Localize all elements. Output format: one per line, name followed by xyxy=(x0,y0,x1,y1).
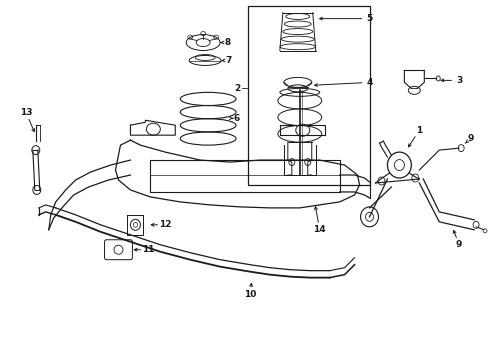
Text: 11: 11 xyxy=(142,245,155,254)
Text: 10: 10 xyxy=(244,290,256,299)
Text: 7: 7 xyxy=(225,56,231,65)
Text: 12: 12 xyxy=(159,220,171,229)
Text: 4: 4 xyxy=(367,78,373,87)
FancyBboxPatch shape xyxy=(104,240,132,260)
Text: 6: 6 xyxy=(234,114,240,123)
Text: 3: 3 xyxy=(456,76,462,85)
Text: 9: 9 xyxy=(456,240,463,249)
Text: 2: 2 xyxy=(234,84,240,93)
Text: 14: 14 xyxy=(314,225,326,234)
Text: 9: 9 xyxy=(468,134,474,143)
Text: 1: 1 xyxy=(416,126,422,135)
Text: 5: 5 xyxy=(367,14,372,23)
Text: 8: 8 xyxy=(225,38,231,47)
Text: 13: 13 xyxy=(20,108,32,117)
Bar xyxy=(248,6,369,185)
